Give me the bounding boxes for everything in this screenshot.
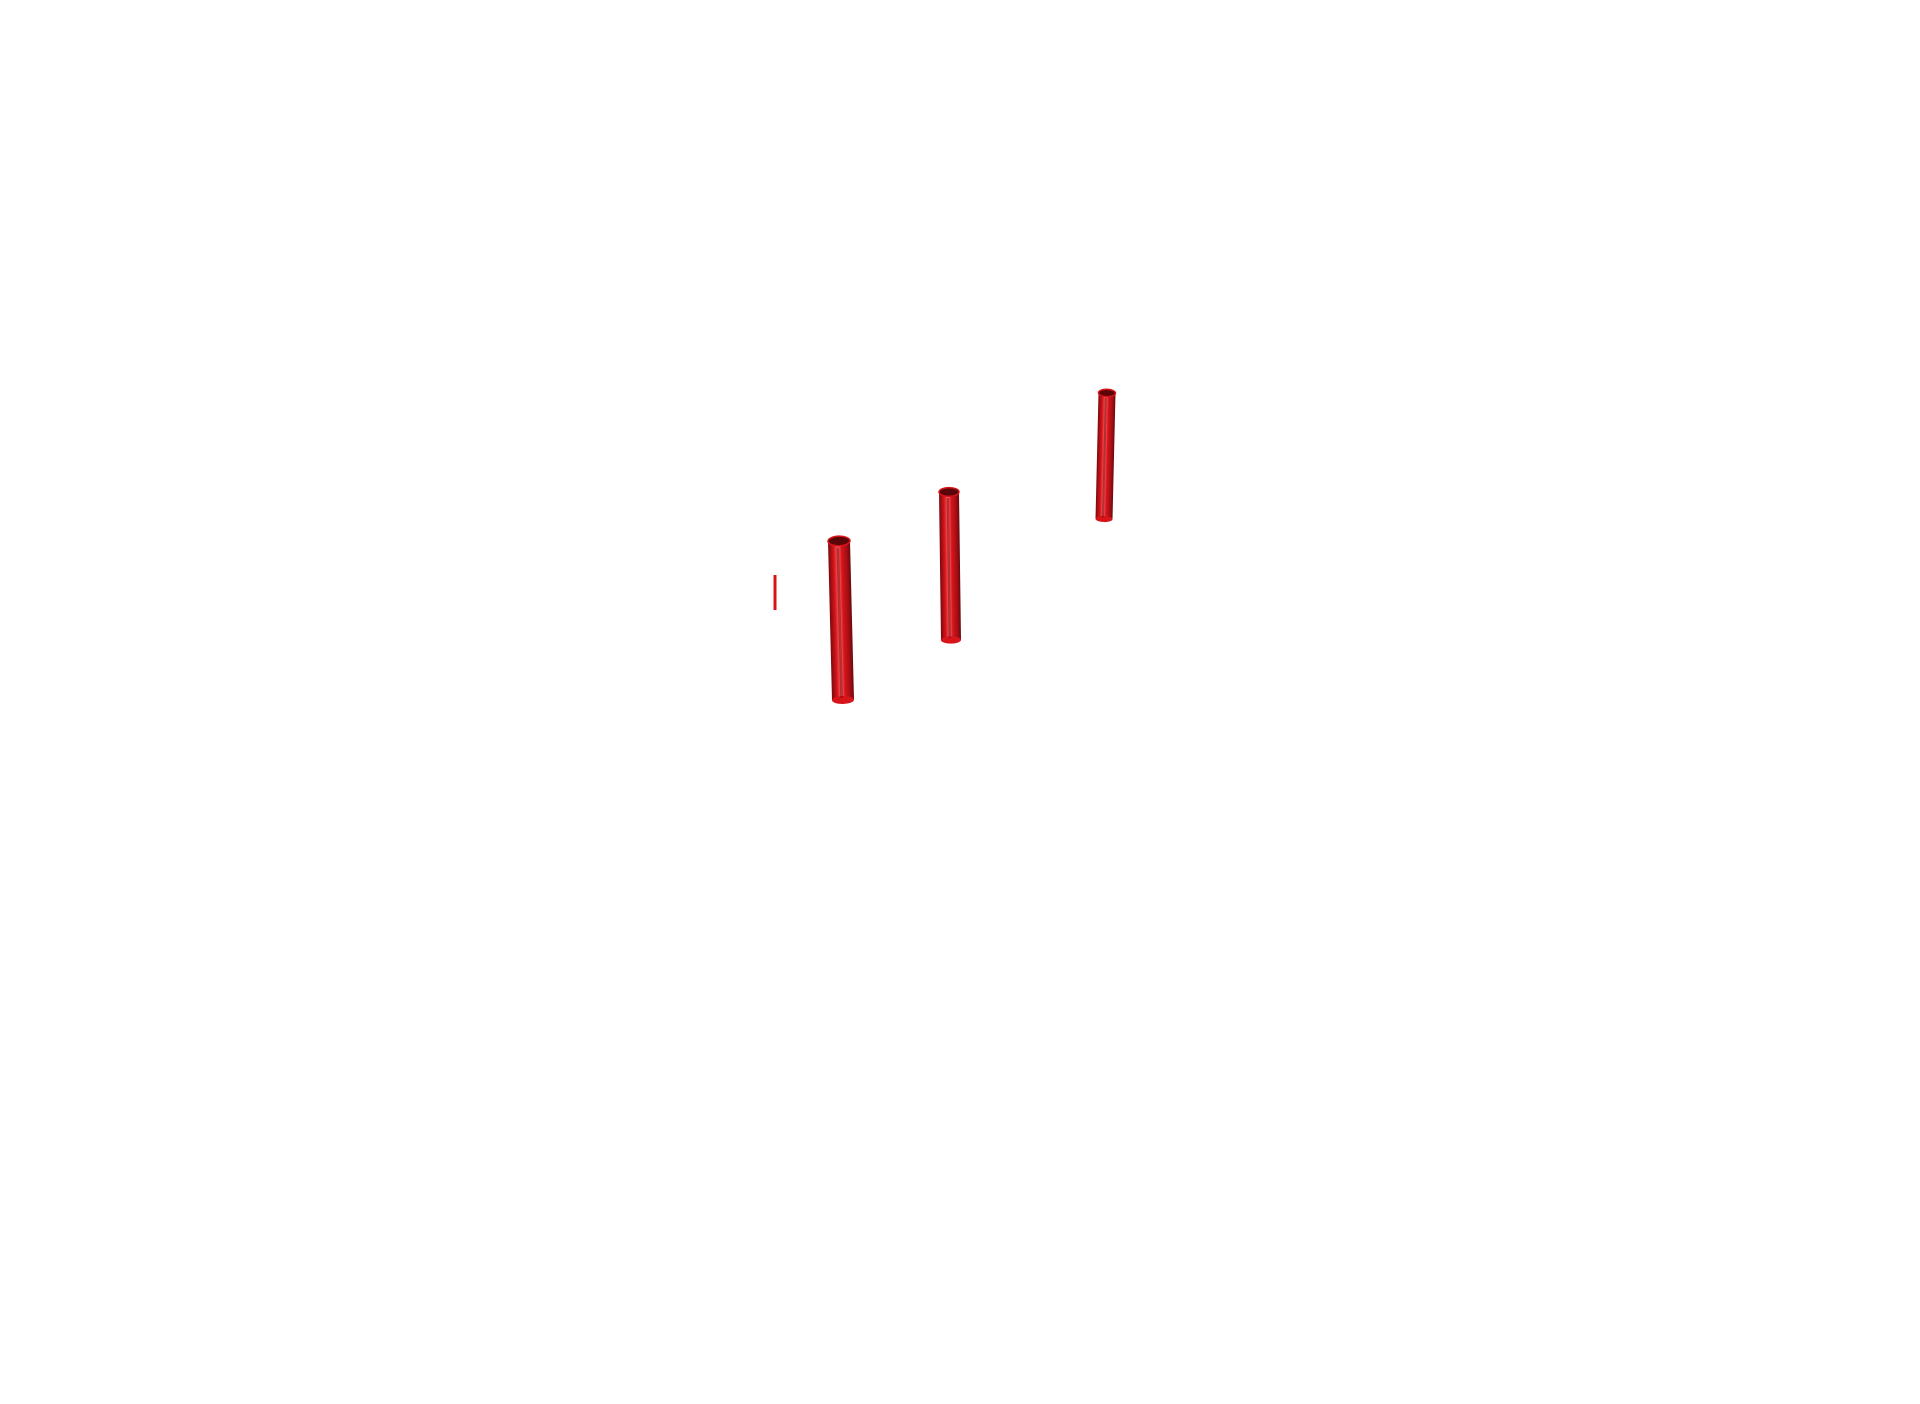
rod-right-body [1095,392,1116,520]
rod-left-bottom-cap [832,696,854,704]
rod-middle [938,486,961,644]
rod-middle-shading [946,497,951,639]
rod-left-body [828,540,854,701]
rod-fragment-left-body [773,575,777,610]
rod-right-top-cap [1097,388,1117,398]
rod-left [827,535,854,704]
rod-left-top-cap [827,535,851,547]
rod-fragment-left [773,575,777,610]
rod-middle-bottom-cap [941,636,961,644]
rod-right-shading [1102,398,1107,518]
rod-middle-top-cap [938,486,960,498]
rod-right-bottom-cap [1095,515,1113,523]
rod-right [1095,388,1117,523]
rod-left-shading [836,547,843,698]
